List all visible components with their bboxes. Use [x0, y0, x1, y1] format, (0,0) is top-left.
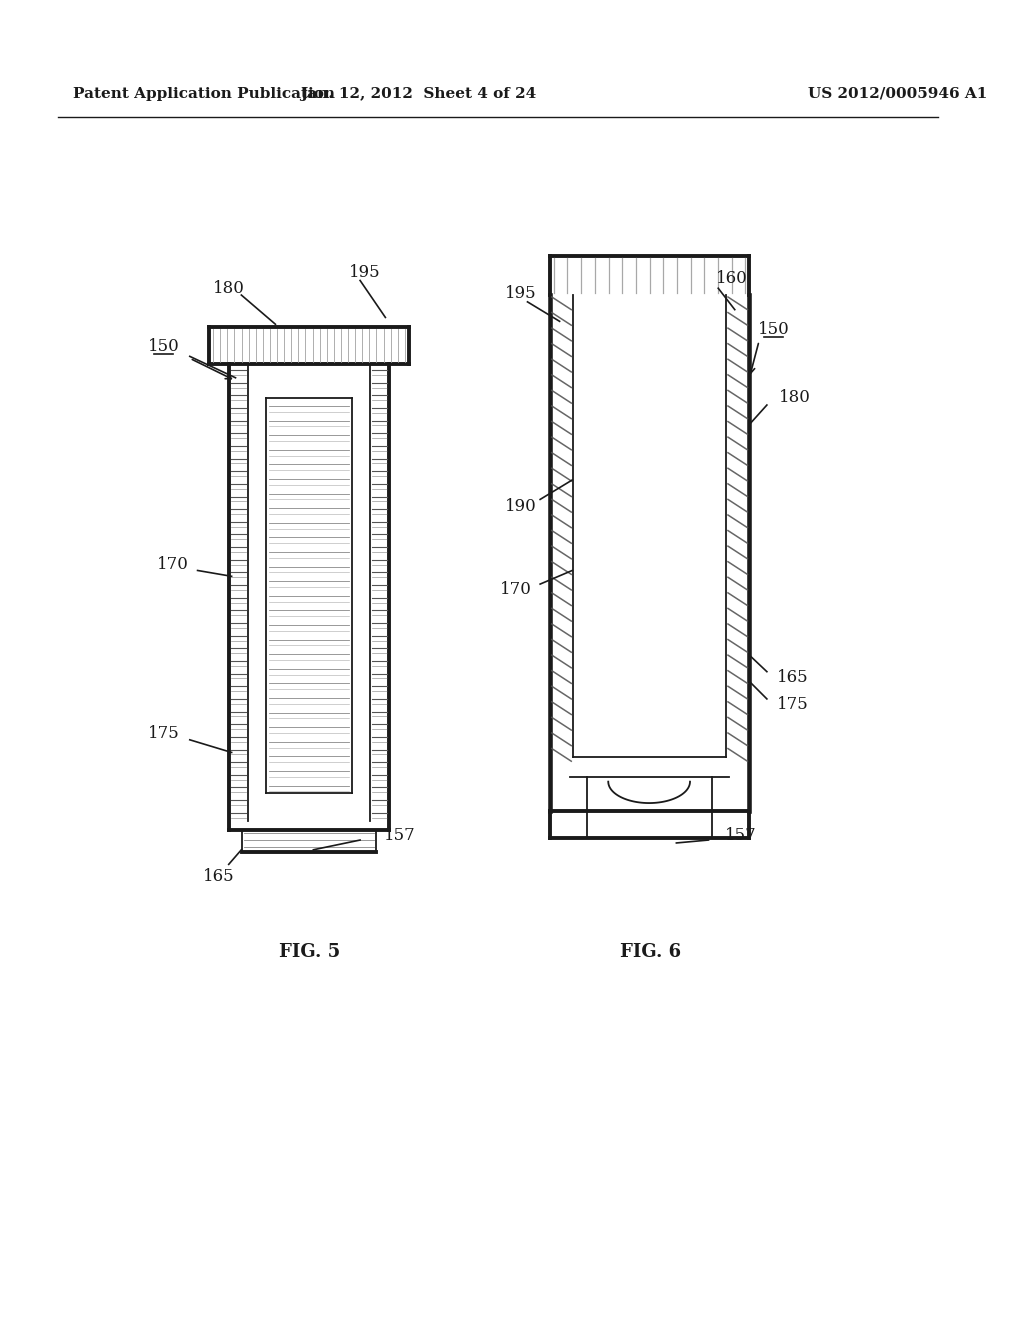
Text: 150: 150: [147, 338, 179, 355]
Text: 195: 195: [349, 264, 381, 281]
Text: FIG. 5: FIG. 5: [279, 942, 340, 961]
Text: 150: 150: [758, 321, 790, 338]
Text: 160: 160: [716, 271, 748, 286]
Text: 165: 165: [203, 867, 234, 884]
Text: FIG. 6: FIG. 6: [620, 942, 681, 961]
Text: Patent Application Publication: Patent Application Publication: [73, 87, 335, 100]
Text: 180: 180: [213, 280, 245, 297]
Text: Jan. 12, 2012  Sheet 4 of 24: Jan. 12, 2012 Sheet 4 of 24: [300, 87, 537, 100]
Text: 170: 170: [500, 581, 531, 598]
Text: 190: 190: [505, 498, 537, 515]
Text: 170: 170: [158, 556, 189, 573]
Text: 165: 165: [776, 669, 808, 686]
Text: 157: 157: [384, 826, 416, 843]
Text: 195: 195: [505, 285, 537, 301]
Text: 175: 175: [147, 726, 179, 742]
Text: 180: 180: [778, 388, 810, 405]
Text: US 2012/0005946 A1: US 2012/0005946 A1: [808, 87, 987, 100]
Text: 175: 175: [776, 696, 808, 713]
Text: 157: 157: [725, 826, 757, 843]
